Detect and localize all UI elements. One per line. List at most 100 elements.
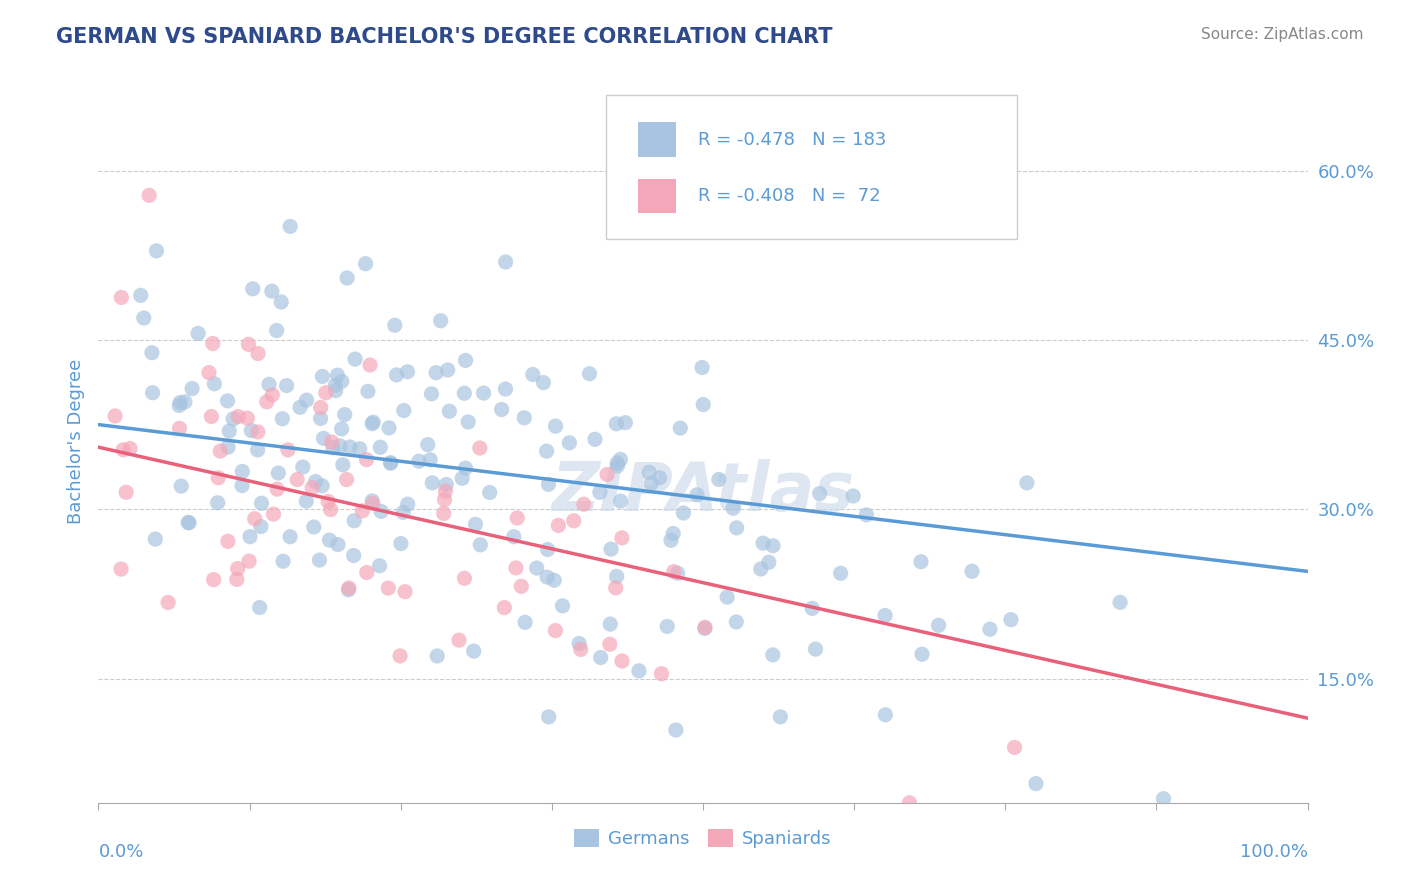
Point xyxy=(238,337,260,351)
Point xyxy=(690,360,713,375)
Point xyxy=(640,476,662,491)
Point xyxy=(167,399,190,413)
Point xyxy=(396,365,419,379)
Point xyxy=(110,290,132,304)
Point xyxy=(873,608,896,623)
Point xyxy=(319,502,342,516)
Point xyxy=(769,710,792,724)
Point xyxy=(453,571,475,585)
Point xyxy=(648,471,671,485)
Point xyxy=(207,496,229,510)
Point xyxy=(537,477,560,491)
Point xyxy=(343,549,366,563)
Point xyxy=(311,479,333,493)
Point xyxy=(336,271,359,285)
Point xyxy=(239,530,262,544)
Point xyxy=(426,648,449,663)
Point xyxy=(434,484,457,499)
Point xyxy=(543,574,565,588)
Point xyxy=(129,288,152,302)
Point xyxy=(246,442,269,457)
Point xyxy=(716,590,738,604)
Point xyxy=(1000,613,1022,627)
Point xyxy=(201,336,224,351)
Point xyxy=(266,324,288,338)
Point xyxy=(451,471,474,485)
Point xyxy=(361,494,384,508)
Point xyxy=(302,520,325,534)
Point xyxy=(157,595,180,609)
Text: Source: ZipAtlas.com: Source: ZipAtlas.com xyxy=(1201,27,1364,42)
Point xyxy=(569,642,592,657)
Point xyxy=(463,644,485,658)
Point xyxy=(288,401,311,415)
Point xyxy=(396,497,419,511)
Point xyxy=(141,345,163,359)
Point xyxy=(330,422,353,436)
Point xyxy=(118,442,141,456)
Point xyxy=(377,581,399,595)
Point xyxy=(762,539,785,553)
Point xyxy=(361,417,384,431)
Point xyxy=(911,647,934,661)
Point xyxy=(392,403,415,417)
Point xyxy=(110,562,132,576)
Point xyxy=(359,358,381,372)
Point xyxy=(217,393,239,408)
Point xyxy=(394,584,416,599)
Point xyxy=(536,542,558,557)
Point xyxy=(510,579,533,593)
Point xyxy=(513,410,536,425)
Point xyxy=(568,636,591,650)
Point xyxy=(389,648,412,663)
Point xyxy=(301,481,323,495)
Point xyxy=(752,536,775,550)
Point xyxy=(420,475,443,490)
Point xyxy=(433,492,456,507)
Point xyxy=(285,473,308,487)
Point xyxy=(246,425,269,439)
Point xyxy=(606,456,628,470)
Point xyxy=(547,518,569,533)
Point xyxy=(326,368,349,383)
Point xyxy=(686,488,709,502)
Point xyxy=(311,369,333,384)
Point xyxy=(610,654,633,668)
Point xyxy=(225,573,247,587)
Point xyxy=(855,508,877,522)
Point xyxy=(1004,740,1026,755)
Point xyxy=(610,531,633,545)
Point xyxy=(808,486,831,500)
Point xyxy=(291,460,314,475)
Point xyxy=(875,707,897,722)
Point xyxy=(389,536,412,550)
Point xyxy=(169,421,191,435)
Point xyxy=(226,561,249,575)
Point xyxy=(256,394,278,409)
Point xyxy=(1109,595,1132,609)
Point xyxy=(370,504,392,518)
Text: ZIPAtlas: ZIPAtlas xyxy=(551,459,855,525)
Point xyxy=(249,600,271,615)
Point xyxy=(928,618,950,632)
Point xyxy=(246,346,269,360)
Point xyxy=(657,619,679,633)
Point xyxy=(470,538,492,552)
Point xyxy=(804,642,827,657)
Point xyxy=(260,284,283,298)
Point xyxy=(361,415,384,429)
Point xyxy=(339,440,361,454)
Point xyxy=(536,444,558,458)
Point xyxy=(478,485,501,500)
Point xyxy=(231,464,253,478)
Point xyxy=(533,376,555,390)
Point xyxy=(380,456,402,470)
Point xyxy=(408,454,430,468)
Point xyxy=(170,479,193,493)
Point xyxy=(132,311,155,326)
Point xyxy=(513,615,536,630)
FancyBboxPatch shape xyxy=(638,178,676,213)
Point xyxy=(368,440,391,454)
Point xyxy=(217,534,239,549)
Point xyxy=(295,393,318,408)
